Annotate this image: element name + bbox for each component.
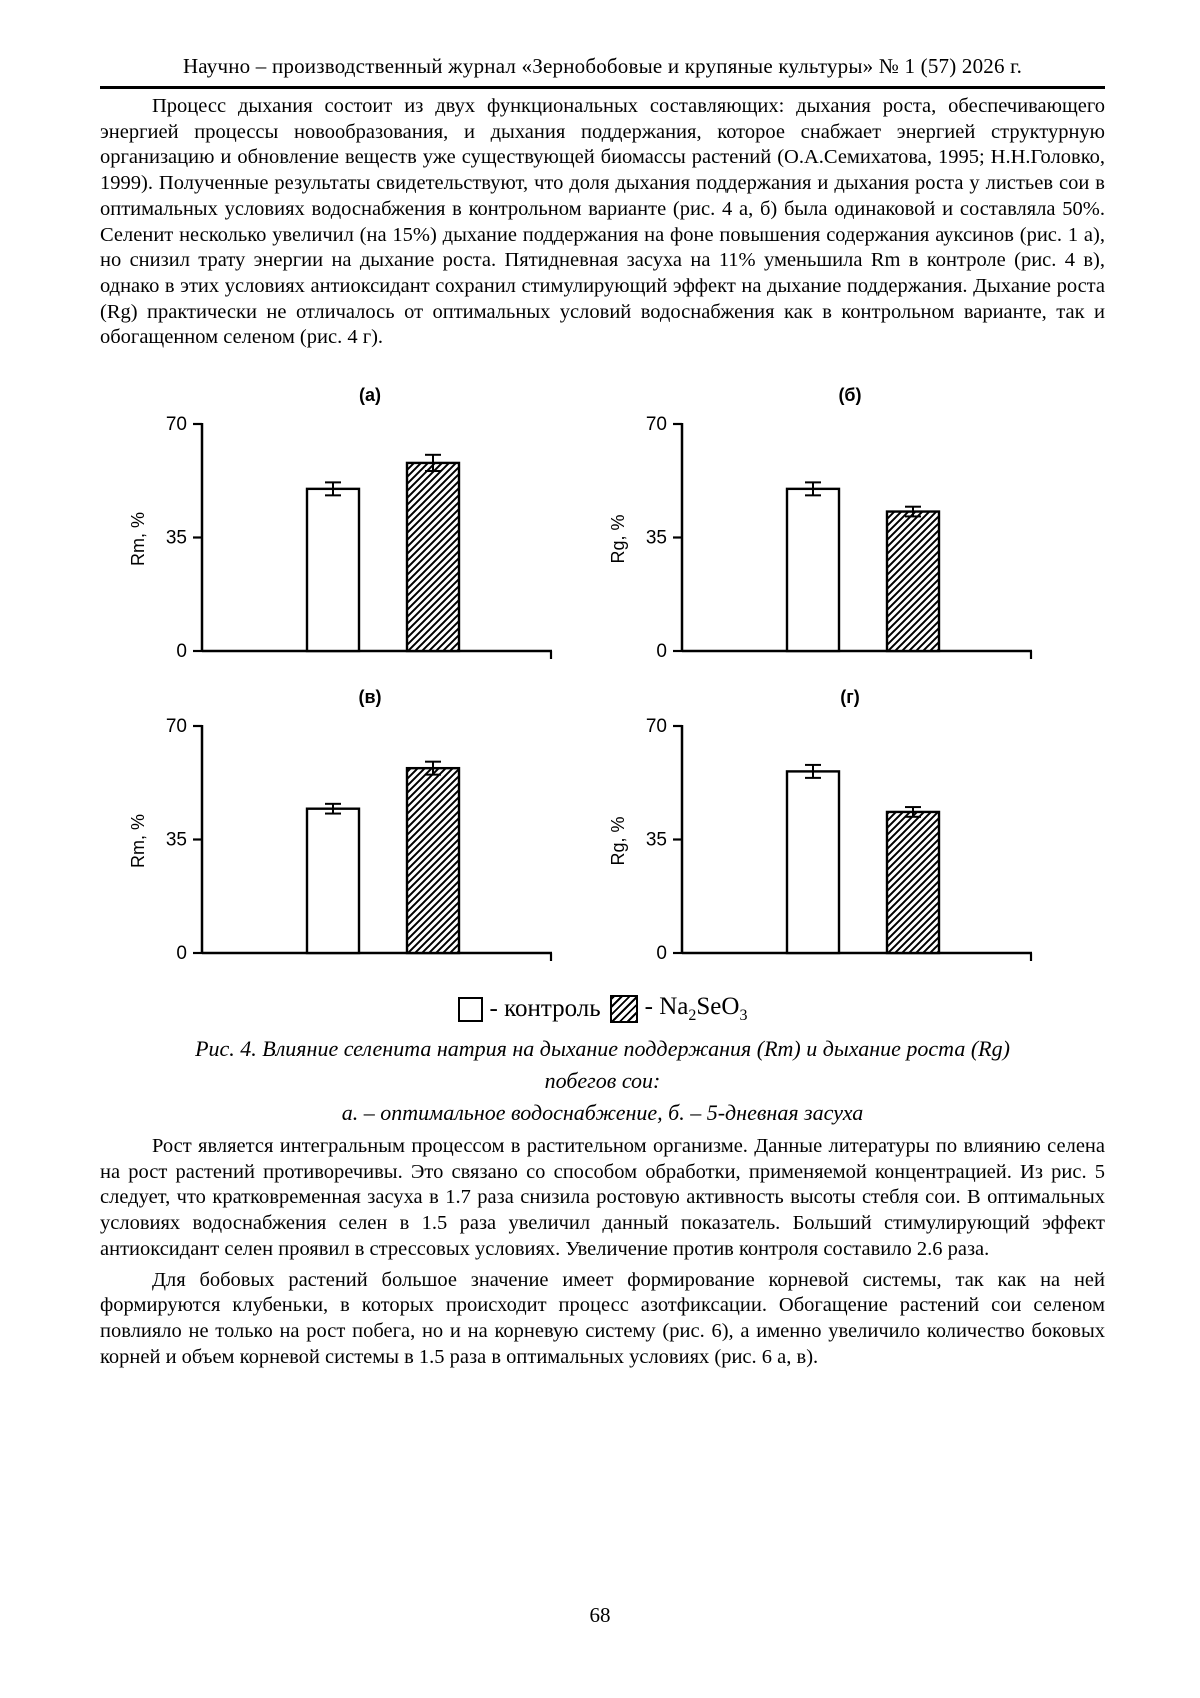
chart-panel-a: (а) Rm, % 70 35 0 <box>128 385 553 662</box>
figure-caption: Рис. 4. Влияние селенита натрия на дыхан… <box>100 1033 1105 1129</box>
chart-panel-v: (в) Rm, % 70 35 0 <box>128 687 553 964</box>
caption-line-3: а. – оптимальное водоснабжение, б. – 5-д… <box>341 1100 864 1126</box>
svg-text:70: 70 <box>166 716 187 737</box>
svg-text:Rg, %: Rg, % <box>608 515 628 564</box>
legend-selenium-label: - Na2SeO3 <box>644 993 748 1025</box>
legend-control-label: - контроль <box>489 995 601 1023</box>
journal-header: Научно – производственный журнал «Зерноб… <box>100 54 1105 89</box>
svg-text:70: 70 <box>646 716 667 737</box>
svg-text:0: 0 <box>656 943 667 964</box>
svg-text:0: 0 <box>176 641 187 662</box>
svg-text:70: 70 <box>166 414 187 435</box>
svg-text:(б): (б) <box>838 385 861 405</box>
legend-control-swatch <box>457 996 483 1022</box>
svg-text:35: 35 <box>166 830 187 851</box>
svg-text:35: 35 <box>646 528 667 549</box>
chart-grid: (а) Rm, % 70 35 0 (б) Rg, % 70 35 0 (в) Rm, % 70 35… <box>100 379 1105 981</box>
svg-text:35: 35 <box>166 528 187 549</box>
svg-text:Rm, %: Rm, % <box>128 512 148 566</box>
figure-legend: - контроль - Na2SeO3 <box>100 993 1105 1025</box>
chart-panel-b: (б) Rg, % 70 35 0 <box>608 385 1033 662</box>
svg-text:70: 70 <box>646 414 667 435</box>
svg-text:Rm, %: Rm, % <box>128 814 148 868</box>
legend-selenium-swatch <box>609 995 638 1024</box>
paragraph-roots: Для бобовых растений большое значение им… <box>100 1268 1105 1368</box>
svg-text:0: 0 <box>176 943 187 964</box>
paragraph-respiration: Процесс дыхания состоит из двух функцион… <box>100 95 1105 349</box>
paragraph-growth: Рост является интегральным процессом в р… <box>100 1135 1105 1260</box>
svg-text:(г): (г) <box>840 687 860 707</box>
caption-line-2: побегов сои: <box>544 1068 661 1094</box>
svg-text:(в): (в) <box>358 687 381 707</box>
svg-text:(а): (а) <box>359 385 381 405</box>
svg-text:Rg, %: Rg, % <box>608 817 628 866</box>
caption-line-1: Рис. 4. Влияние селенита натрия на дыхан… <box>195 1036 1010 1062</box>
chart-panel-g: (г) Rg, % 70 35 0 <box>608 687 1033 964</box>
page-number: 68 <box>589 1603 611 1627</box>
figure-4: (а) Rm, % 70 35 0 (б) Rg, % 70 35 0 (в) Rm, % 70 35… <box>100 379 1105 1129</box>
svg-text:0: 0 <box>656 641 667 662</box>
svg-text:35: 35 <box>646 830 667 851</box>
